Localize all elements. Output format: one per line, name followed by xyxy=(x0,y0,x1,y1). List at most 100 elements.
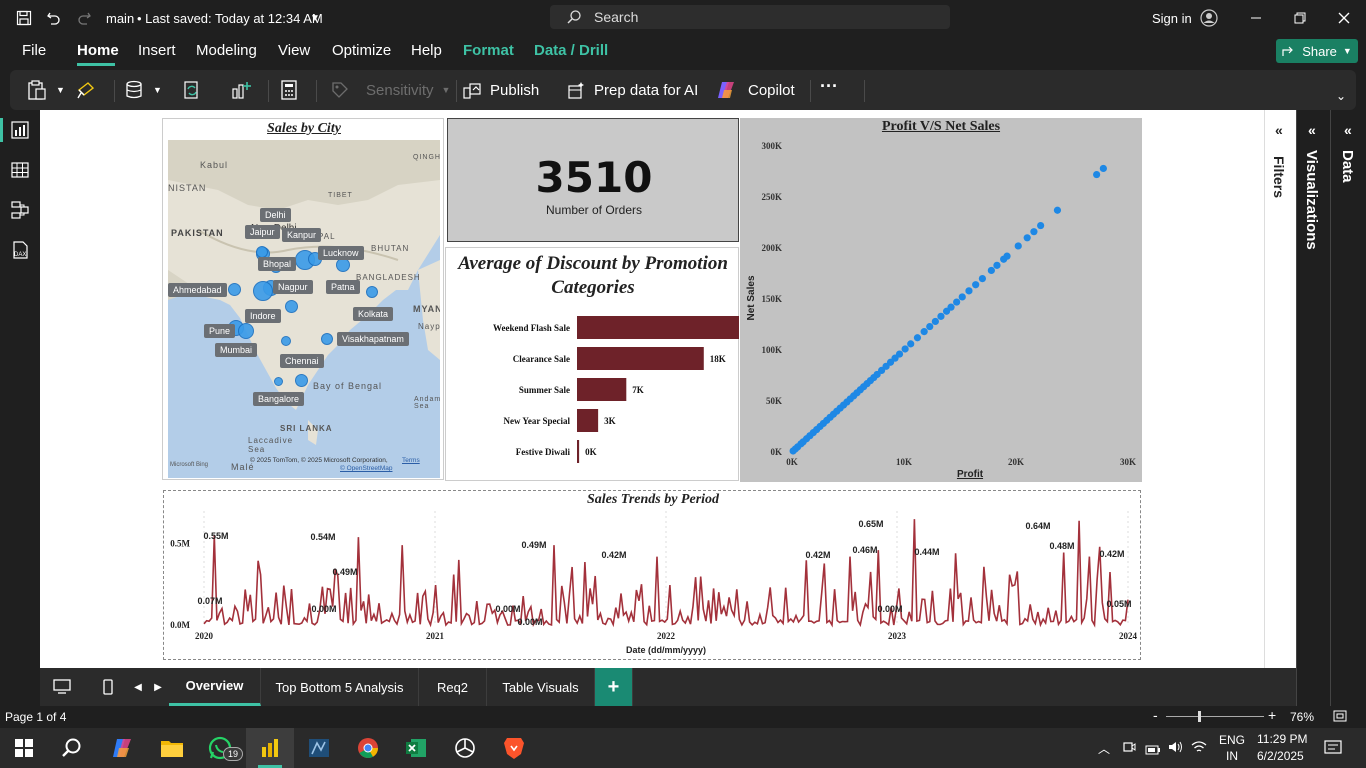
data-pane[interactable]: « Data xyxy=(1330,110,1366,706)
tab-req2[interactable]: Req2 xyxy=(419,668,487,706)
filters-expand-icon[interactable]: « xyxy=(1275,122,1283,138)
undo-icon[interactable] xyxy=(46,0,62,36)
menu-home[interactable]: Home xyxy=(77,42,119,59)
menu-modeling[interactable]: Modeling xyxy=(196,42,257,59)
calculator-button[interactable] xyxy=(280,70,298,110)
map-bubble-visakhapatnam[interactable] xyxy=(321,333,333,345)
tab-overview[interactable]: Overview xyxy=(169,668,261,706)
number-of-orders-card[interactable]: 3510 Number of Orders xyxy=(447,118,739,242)
new-visual-button[interactable] xyxy=(230,70,252,110)
prep-data-button[interactable]: Prep data for AI xyxy=(568,70,698,110)
wifi-icon[interactable] xyxy=(1191,740,1207,759)
redo-icon[interactable] xyxy=(76,0,92,36)
sales-by-city-map-visual[interactable]: Sales by City Kabul NISTAN PAKISTAN TIBE… xyxy=(162,118,444,480)
close-icon[interactable] xyxy=(1338,0,1350,36)
model-view-icon[interactable] xyxy=(10,200,30,220)
zoom-slider-track[interactable] xyxy=(1166,716,1264,717)
previous-page-icon[interactable]: ◀ xyxy=(134,681,142,693)
brave-icon[interactable] xyxy=(500,734,528,762)
show-hidden-icons-icon[interactable]: ︿ xyxy=(1098,742,1111,756)
chatgpt-icon[interactable] xyxy=(451,734,479,762)
copilot-button[interactable]: Copilot xyxy=(716,70,795,110)
visualizations-expand-icon[interactable]: « xyxy=(1308,122,1316,138)
menu-view[interactable]: View xyxy=(278,42,311,59)
discount-by-promotion-bar-chart[interactable]: Average of Discount by Promotion Categor… xyxy=(445,247,739,481)
zoom-slider-thumb[interactable] xyxy=(1198,711,1201,722)
data-label[interactable]: Data xyxy=(1339,150,1356,183)
desktop-view-icon[interactable] xyxy=(40,668,84,706)
menu-help[interactable]: Help xyxy=(411,42,442,59)
more-options-button[interactable]: ··· xyxy=(820,75,838,96)
refresh-button[interactable] xyxy=(182,70,202,110)
windows-start-icon[interactable] xyxy=(10,734,38,762)
volume-icon[interactable] xyxy=(1168,740,1184,759)
minimize-icon[interactable] xyxy=(1250,0,1262,36)
menu-file[interactable]: File xyxy=(22,42,47,59)
filters-label[interactable]: Filters xyxy=(1271,156,1287,199)
map-bubble-mumbai[interactable] xyxy=(238,323,254,339)
map-bubble-patna[interactable] xyxy=(336,258,350,272)
meet-now-icon[interactable] xyxy=(1122,740,1136,759)
fit-to-page-icon[interactable] xyxy=(1333,710,1347,725)
user-avatar-icon[interactable] xyxy=(1200,0,1218,36)
menu-format[interactable]: Format xyxy=(463,42,514,59)
sensitivity-button[interactable]: Sensitivity ▼ xyxy=(330,70,450,110)
chrome-icon[interactable] xyxy=(354,734,382,762)
menu-optimize[interactable]: Optimize xyxy=(332,42,392,59)
map-bubble-bangalore[interactable] xyxy=(274,377,283,386)
visualizations-label[interactable]: Visualizations xyxy=(1303,150,1320,250)
mobile-view-icon[interactable] xyxy=(88,668,128,706)
dax-query-view-icon[interactable]: DAX xyxy=(10,240,30,260)
map-bubble-ahmedabad[interactable] xyxy=(228,283,241,296)
restore-icon[interactable] xyxy=(1294,0,1306,36)
next-page-icon[interactable]: ▶ xyxy=(154,681,162,693)
map-bubble-chennai[interactable] xyxy=(295,374,308,387)
filters-pane[interactable]: « Filters xyxy=(1264,110,1296,668)
visualizations-pane[interactable]: « Visualizations xyxy=(1296,110,1330,706)
clock-date[interactable]: 6/2/2025 xyxy=(1257,749,1304,763)
zoom-in-button[interactable]: + xyxy=(1268,707,1277,723)
branch-name[interactable]: main xyxy=(106,10,135,26)
clock-time[interactable]: 11:29 PM xyxy=(1257,732,1308,746)
map-osm-link[interactable]: © OpenStreetMap xyxy=(340,465,393,472)
add-page-button[interactable]: + xyxy=(595,668,633,706)
publish-button[interactable]: Publish xyxy=(462,70,539,110)
file-explorer-icon[interactable] xyxy=(158,734,186,762)
excel-icon[interactable] xyxy=(402,734,430,762)
share-button[interactable]: Share ▼ xyxy=(1276,39,1358,63)
chevron-down-icon[interactable]: ▼ xyxy=(310,12,320,24)
report-view-icon[interactable] xyxy=(10,120,30,140)
power-bi-icon[interactable] xyxy=(256,734,284,762)
menu-insert[interactable]: Insert xyxy=(138,42,176,59)
map-bubble-kolkata[interactable] xyxy=(366,286,378,298)
language-region[interactable]: IN xyxy=(1226,749,1238,763)
tab-top-bottom-5-analysis[interactable]: Top Bottom 5 Analysis xyxy=(261,668,419,706)
save-icon[interactable] xyxy=(16,0,32,36)
zoom-out-button[interactable]: - xyxy=(1153,707,1158,723)
battery-icon[interactable] xyxy=(1145,742,1161,760)
sales-trends-line-chart[interactable]: Sales Trends by Period 0.5M 0.0M 2020 2021 2… xyxy=(163,490,1141,660)
profit-vs-net-sales-scatter[interactable]: Profit V/S Net Sales 0K 50K 100K 150K 200K 25… xyxy=(740,118,1142,482)
map-terms-link[interactable]: Terms xyxy=(402,457,420,464)
expand-ribbon-chevron-icon[interactable]: ⌄ xyxy=(1336,89,1347,103)
copilot-taskbar-icon[interactable] xyxy=(108,734,136,762)
database-icon xyxy=(126,80,142,99)
get-data-button[interactable]: ▼ xyxy=(125,70,162,110)
data-expand-icon[interactable]: « xyxy=(1344,122,1352,138)
map-label-nagpur: Nagpur xyxy=(273,280,313,294)
table-view-icon[interactable] xyxy=(10,160,30,180)
search-input[interactable]: Search xyxy=(550,5,950,29)
paste-button[interactable]: ▼ xyxy=(26,70,65,110)
taskbar-search-icon[interactable] xyxy=(58,734,86,762)
map-bubble-indore[interactable] xyxy=(253,281,273,301)
sql-server-icon[interactable] xyxy=(305,734,333,762)
map-bubble-hyderabad[interactable] xyxy=(281,336,291,346)
map-canvas[interactable]: Kabul NISTAN PAKISTAN TIBET QINGH BHUTAN… xyxy=(168,140,440,478)
format-painter-button[interactable] xyxy=(76,70,96,110)
tab-table-visuals[interactable]: Table Visuals xyxy=(487,668,595,706)
sign-in-link[interactable]: Sign in xyxy=(1152,10,1192,26)
map-bubble-nagpur[interactable] xyxy=(285,300,298,313)
menu-data-drill[interactable]: Data / Drill xyxy=(534,42,609,59)
notification-center-icon[interactable] xyxy=(1324,740,1342,761)
language-primary[interactable]: ENG xyxy=(1219,733,1246,747)
